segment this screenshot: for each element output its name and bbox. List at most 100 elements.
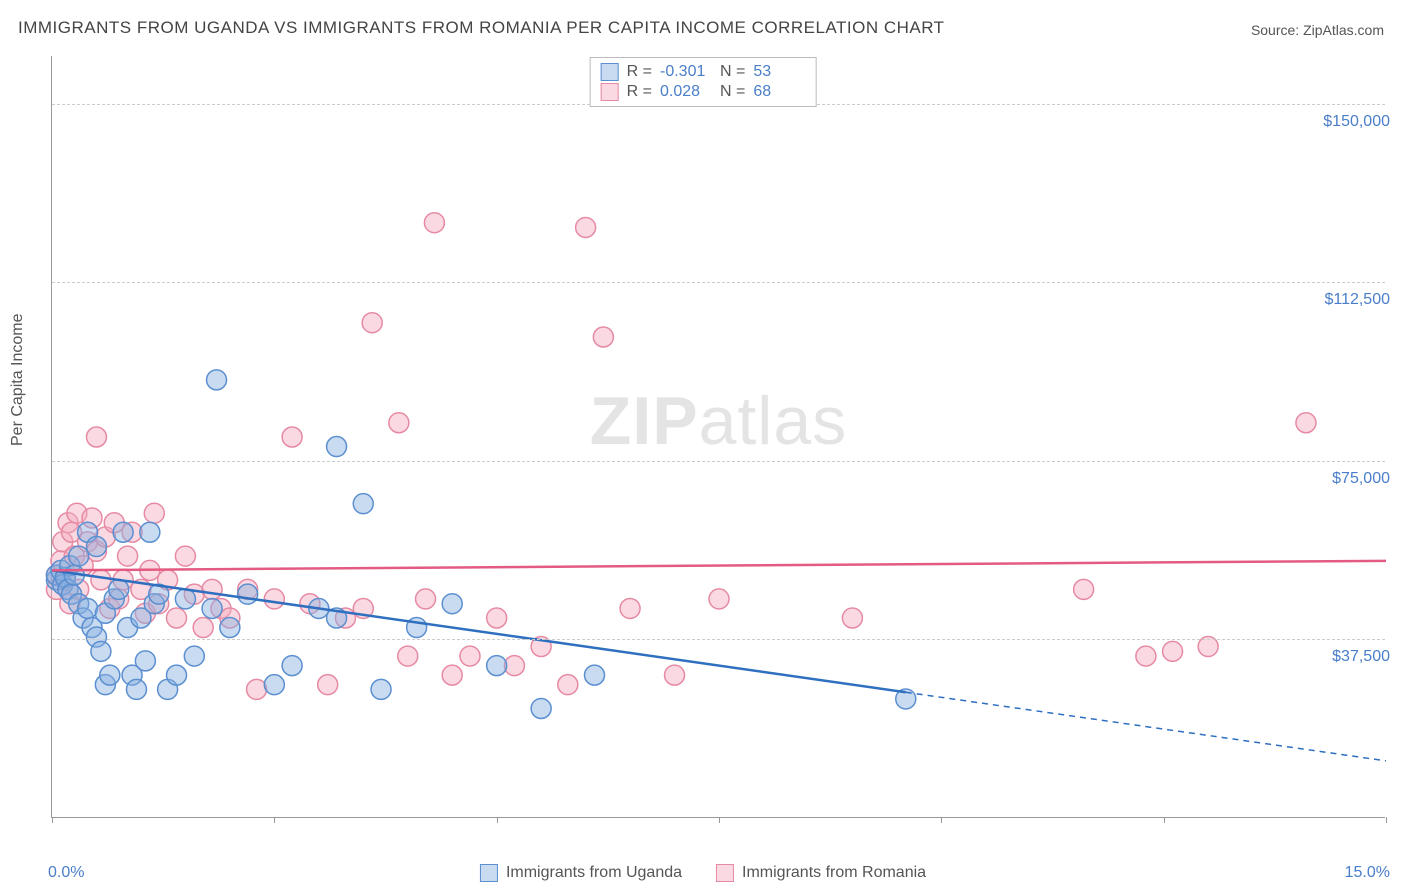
scatter-point-romania bbox=[398, 646, 418, 666]
scatter-point-romania bbox=[167, 608, 187, 628]
swatch-romania bbox=[601, 83, 619, 101]
scatter-point-uganda bbox=[167, 665, 187, 685]
x-tick bbox=[274, 817, 275, 823]
x-tick bbox=[497, 817, 498, 823]
scatter-point-romania bbox=[424, 213, 444, 233]
scatter-point-romania bbox=[416, 589, 436, 609]
scatter-point-uganda bbox=[69, 546, 89, 566]
legend-label-uganda: Immigrants from Uganda bbox=[506, 864, 682, 882]
scatter-point-uganda bbox=[140, 522, 160, 542]
bottom-legend: Immigrants from Uganda Immigrants from R… bbox=[480, 864, 926, 882]
y-tick-label: $75,000 bbox=[1332, 470, 1390, 488]
scatter-point-romania bbox=[389, 413, 409, 433]
scatter-point-uganda bbox=[135, 651, 155, 671]
scatter-point-romania bbox=[593, 327, 613, 347]
scatter-point-romania bbox=[362, 313, 382, 333]
scatter-point-uganda bbox=[91, 641, 111, 661]
scatter-point-uganda bbox=[282, 656, 302, 676]
scatter-point-uganda bbox=[371, 679, 391, 699]
scatter-point-romania bbox=[86, 427, 106, 447]
y-tick-label: $37,500 bbox=[1332, 648, 1390, 666]
scatter-point-romania bbox=[264, 589, 284, 609]
legend-item-romania: Immigrants from Romania bbox=[716, 864, 926, 882]
legend-item-uganda: Immigrants from Uganda bbox=[480, 864, 682, 882]
y-tick-label: $112,500 bbox=[1324, 291, 1390, 309]
n-label: N = bbox=[720, 63, 745, 81]
scatter-point-uganda bbox=[207, 370, 227, 390]
scatter-point-uganda bbox=[113, 522, 133, 542]
scatter-point-romania bbox=[91, 570, 111, 590]
scatter-point-romania bbox=[620, 598, 640, 618]
correlation-chart: IMMIGRANTS FROM UGANDA VS IMMIGRANTS FRO… bbox=[0, 0, 1406, 892]
scatter-point-romania bbox=[118, 546, 138, 566]
scatter-point-romania bbox=[709, 589, 729, 609]
grid-line bbox=[52, 461, 1385, 462]
scatter-point-romania bbox=[282, 427, 302, 447]
x-tick bbox=[941, 817, 942, 823]
scatter-point-romania bbox=[175, 546, 195, 566]
scatter-point-romania bbox=[1163, 641, 1183, 661]
scatter-point-uganda bbox=[442, 594, 462, 614]
scatter-point-uganda bbox=[220, 618, 240, 638]
scatter-point-uganda bbox=[175, 589, 195, 609]
scatter-point-romania bbox=[504, 656, 524, 676]
r-value-romania: 0.028 bbox=[660, 83, 712, 101]
swatch-uganda bbox=[601, 63, 619, 81]
scatter-point-uganda bbox=[264, 675, 284, 695]
scatter-point-romania bbox=[193, 618, 213, 638]
chart-title: IMMIGRANTS FROM UGANDA VS IMMIGRANTS FRO… bbox=[18, 18, 945, 38]
plot-svg bbox=[52, 56, 1386, 818]
scatter-point-romania bbox=[202, 579, 222, 599]
scatter-point-romania bbox=[487, 608, 507, 628]
x-tick bbox=[52, 817, 53, 823]
grid-line bbox=[52, 639, 1385, 640]
r-value-uganda: -0.301 bbox=[660, 63, 712, 81]
trend-line-romania bbox=[52, 561, 1386, 571]
scatter-point-romania bbox=[1296, 413, 1316, 433]
scatter-point-romania bbox=[460, 646, 480, 666]
x-tick bbox=[1164, 817, 1165, 823]
scatter-point-romania bbox=[842, 608, 862, 628]
scatter-point-romania bbox=[144, 503, 164, 523]
scatter-point-uganda bbox=[86, 537, 106, 557]
scatter-point-uganda bbox=[353, 494, 373, 514]
scatter-point-uganda bbox=[78, 598, 98, 618]
scatter-point-uganda bbox=[238, 584, 258, 604]
scatter-point-romania bbox=[1136, 646, 1156, 666]
legend-swatch-romania bbox=[716, 864, 734, 882]
chart-source: Source: ZipAtlas.com bbox=[1251, 22, 1384, 38]
scatter-point-romania bbox=[558, 675, 578, 695]
grid-line bbox=[52, 282, 1385, 283]
plot-area: ZIPatlas bbox=[51, 56, 1385, 818]
stats-row-uganda: R = -0.301 N = 53 bbox=[601, 62, 806, 82]
r-label: R = bbox=[627, 63, 652, 81]
scatter-point-uganda bbox=[531, 698, 551, 718]
n-label-2: N = bbox=[720, 83, 745, 101]
y-tick-label: $150,000 bbox=[1323, 113, 1390, 131]
scatter-point-romania bbox=[318, 675, 338, 695]
scatter-point-romania bbox=[1074, 579, 1094, 599]
stats-box: R = -0.301 N = 53 R = 0.028 N = 68 bbox=[590, 57, 817, 107]
scatter-point-uganda bbox=[327, 437, 347, 457]
n-value-uganda: 53 bbox=[753, 63, 805, 81]
scatter-point-romania bbox=[442, 665, 462, 685]
scatter-point-uganda bbox=[487, 656, 507, 676]
trend-line-ext-uganda bbox=[906, 692, 1386, 761]
x-tick bbox=[719, 817, 720, 823]
scatter-point-uganda bbox=[184, 646, 204, 666]
scatter-point-romania bbox=[576, 217, 596, 237]
scatter-point-uganda bbox=[126, 679, 146, 699]
scatter-point-romania bbox=[247, 679, 267, 699]
y-axis-label: Per Capita Income bbox=[9, 313, 27, 446]
scatter-point-uganda bbox=[202, 598, 222, 618]
x-label-min: 0.0% bbox=[48, 864, 84, 882]
x-label-max: 15.0% bbox=[1345, 864, 1390, 882]
r-label-2: R = bbox=[627, 83, 652, 101]
scatter-point-uganda bbox=[584, 665, 604, 685]
scatter-point-romania bbox=[665, 665, 685, 685]
stats-row-romania: R = 0.028 N = 68 bbox=[601, 82, 806, 102]
n-value-romania: 68 bbox=[753, 83, 805, 101]
x-tick bbox=[1386, 817, 1387, 823]
legend-label-romania: Immigrants from Romania bbox=[742, 864, 926, 882]
scatter-point-uganda bbox=[100, 665, 120, 685]
